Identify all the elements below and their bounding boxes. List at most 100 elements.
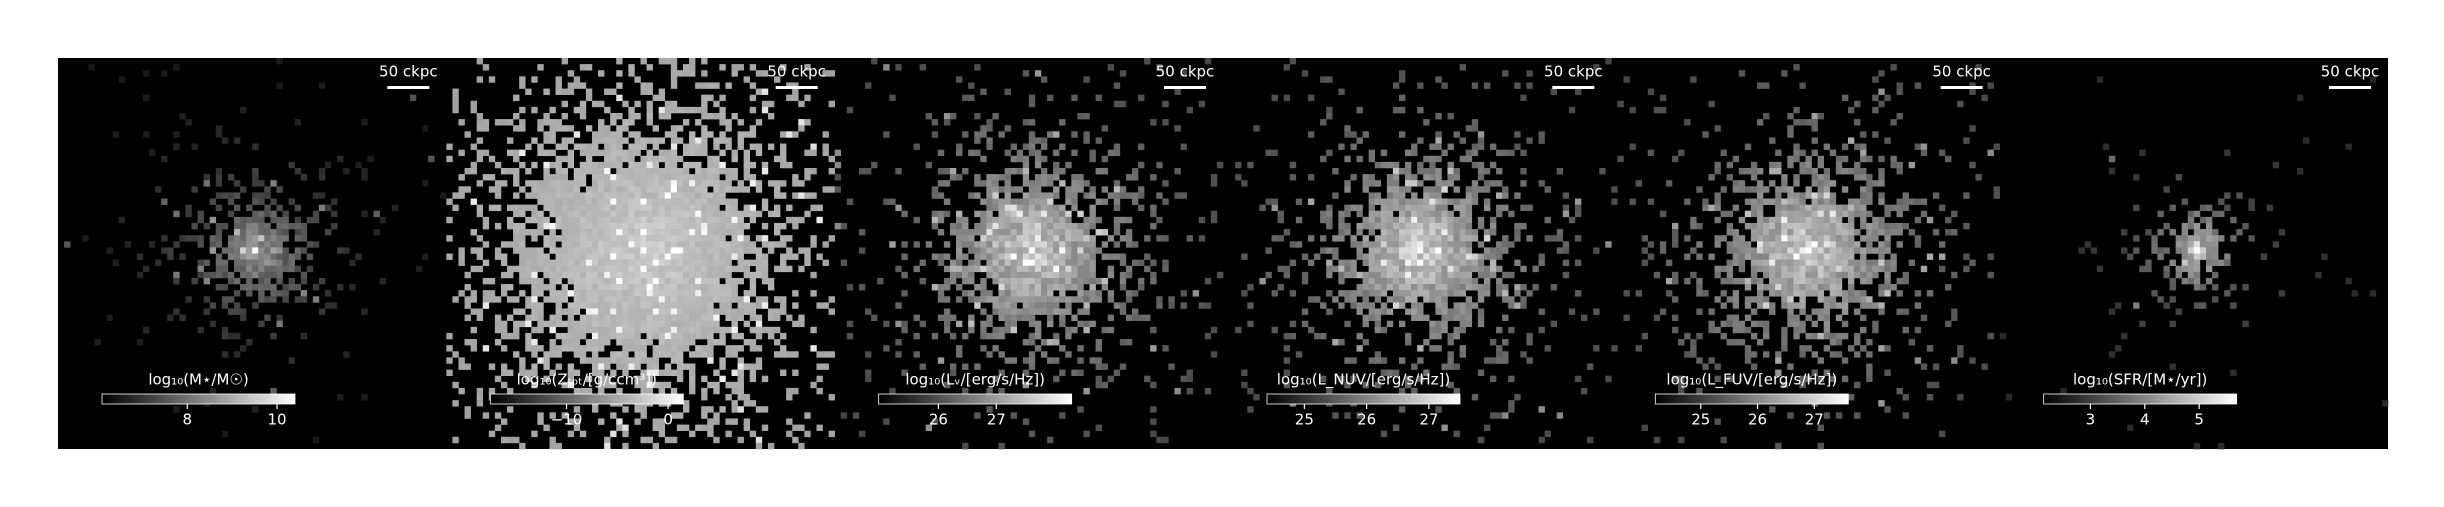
image-pixel xyxy=(713,381,720,389)
image-pixel xyxy=(707,357,714,364)
image-pixel xyxy=(1034,137,1042,144)
image-pixel xyxy=(1107,265,1115,273)
image-pixel xyxy=(616,308,623,315)
image-pixel xyxy=(585,284,593,291)
image-pixel xyxy=(767,180,775,187)
image-pixel xyxy=(1835,290,1843,297)
image-pixel xyxy=(865,375,872,383)
image-pixel xyxy=(537,314,544,321)
image-pixel xyxy=(252,167,259,175)
image-pixel xyxy=(1059,119,1066,126)
image-pixel xyxy=(494,375,502,383)
image-pixel xyxy=(585,387,593,395)
image-pixel xyxy=(664,265,672,273)
image-pixel xyxy=(1004,149,1011,157)
image-pixel xyxy=(494,222,502,230)
image-pixel xyxy=(713,247,720,254)
image-pixel xyxy=(209,241,217,248)
image-pixel xyxy=(1896,167,1903,175)
image-pixel xyxy=(1866,229,1873,236)
image-pixel xyxy=(161,235,168,242)
image-pixel xyxy=(943,198,951,205)
image-pixel xyxy=(1805,345,1812,352)
image-pixel xyxy=(561,88,568,95)
image-pixel xyxy=(1429,186,1436,193)
image-pixel xyxy=(525,375,532,383)
image-pixel xyxy=(628,235,635,242)
image-pixel xyxy=(1417,180,1424,187)
image-pixel xyxy=(1775,271,1782,279)
image-pixel xyxy=(1932,192,1940,199)
image-pixel xyxy=(1028,332,1036,340)
image-pixel xyxy=(264,265,271,273)
image-pixel xyxy=(943,320,951,328)
image-pixel xyxy=(761,406,769,413)
image-pixel xyxy=(1835,167,1843,175)
image-pixel xyxy=(670,70,678,77)
image-pixel xyxy=(1417,314,1424,321)
image-pixel xyxy=(1459,198,1467,205)
image-pixel xyxy=(1823,253,1831,260)
image-pixel xyxy=(1647,253,1655,260)
image-pixel xyxy=(488,387,496,395)
image-pixel xyxy=(1453,363,1460,370)
image-pixel xyxy=(701,406,708,413)
image-pixel xyxy=(1854,332,1861,340)
image-pixel xyxy=(1131,167,1139,175)
image-pixel xyxy=(525,247,532,254)
image-pixel xyxy=(1750,308,1758,315)
image-pixel xyxy=(731,253,738,260)
image-pixel xyxy=(695,308,702,315)
image-pixel xyxy=(1095,137,1102,144)
image-pixel xyxy=(1368,271,1375,279)
image-pixel xyxy=(258,247,265,254)
image-pixel xyxy=(1332,167,1339,175)
image-pixel xyxy=(1417,82,1424,89)
image-pixel xyxy=(1811,210,1818,218)
image-pixel xyxy=(1053,222,1060,230)
image-pixel xyxy=(871,314,878,321)
image-pixel xyxy=(288,198,295,205)
image-pixel xyxy=(276,241,283,248)
image-pixel xyxy=(1453,332,1460,340)
image-pixel xyxy=(591,308,599,315)
image-pixel xyxy=(1034,320,1042,328)
image-pixel xyxy=(1247,161,1254,169)
image-pixel xyxy=(670,235,678,242)
image-pixel xyxy=(986,210,993,218)
image-pixel xyxy=(670,339,678,346)
image-pixel xyxy=(707,112,714,120)
image-pixel xyxy=(701,106,708,114)
image-pixel xyxy=(670,369,678,376)
image-pixel xyxy=(1016,265,1024,273)
image-pixel xyxy=(306,241,314,248)
image-pixel xyxy=(573,76,581,83)
image-pixel xyxy=(682,70,690,77)
image-pixel xyxy=(1926,216,1934,224)
image-pixel xyxy=(998,247,1005,254)
image-pixel xyxy=(591,369,599,376)
image-pixel xyxy=(1034,174,1042,181)
image-pixel xyxy=(1483,424,1491,431)
image-pixel xyxy=(1471,259,1479,267)
image-pixel xyxy=(1817,308,1825,315)
image-pixel xyxy=(1866,247,1873,254)
image-pixel xyxy=(1417,241,1424,248)
image-pixel xyxy=(1016,314,1024,321)
image-pixel xyxy=(1823,369,1831,376)
image-pixel xyxy=(646,381,653,389)
image-pixel xyxy=(1131,314,1139,321)
image-pixel xyxy=(1441,247,1448,254)
image-pixel xyxy=(1793,198,1800,205)
image-pixel xyxy=(689,271,696,279)
image-pixel xyxy=(1787,314,1794,321)
image-pixel xyxy=(725,119,732,126)
image-pixel xyxy=(652,302,660,309)
image-pixel xyxy=(956,271,963,279)
image-pixel xyxy=(1611,345,1618,352)
image-pixel xyxy=(1823,302,1831,309)
image-pixel xyxy=(1750,247,1758,254)
image-pixel xyxy=(1805,229,1812,236)
image-pixel xyxy=(968,235,975,242)
image-pixel xyxy=(780,180,787,187)
